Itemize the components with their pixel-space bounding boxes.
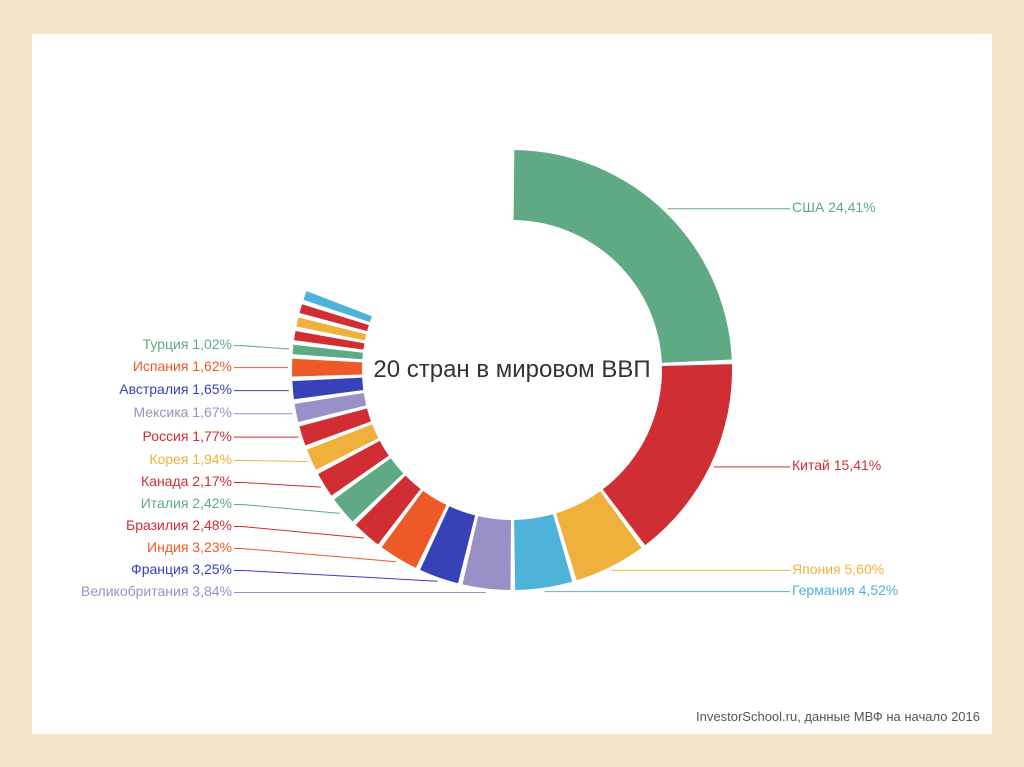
slice-label: Франция 3,25% [131, 561, 232, 577]
slice-label: Мексика 1,67% [133, 404, 232, 420]
slice-label: США 24,41% [792, 199, 876, 215]
chart-source: InvestorSchool.ru, данные МВФ на начало … [696, 709, 980, 724]
slice-label: Корея 1,94% [149, 451, 232, 467]
slice-label: Испания 1,62% [133, 358, 232, 374]
slice-label: Япония 5,60% [792, 561, 884, 577]
donut-slice [292, 358, 362, 376]
chart-title: 20 стран в мировом ВВП [362, 356, 662, 384]
slice-label: Бразилия 2,48% [126, 517, 232, 533]
chart-container: 20 стран в мировом ВВП США 24,41% Китай 1… [32, 34, 992, 734]
slice-label: Италия 2,42% [141, 495, 232, 511]
slice-label: Канада 2,17% [141, 473, 232, 489]
slice-label: Великобритания 3,84% [81, 583, 232, 599]
slice-label: Россия 1,77% [143, 428, 233, 444]
slice-label: Турция 1,02% [143, 336, 232, 352]
slice-label: Индия 3,23% [147, 539, 232, 555]
slice-label: Германия 4,52% [792, 582, 898, 598]
donut-slice [514, 150, 732, 363]
donut-slice [603, 364, 732, 545]
slice-label: Китай 15,41% [792, 457, 881, 473]
slice-label: Австралия 1,65% [119, 381, 232, 397]
